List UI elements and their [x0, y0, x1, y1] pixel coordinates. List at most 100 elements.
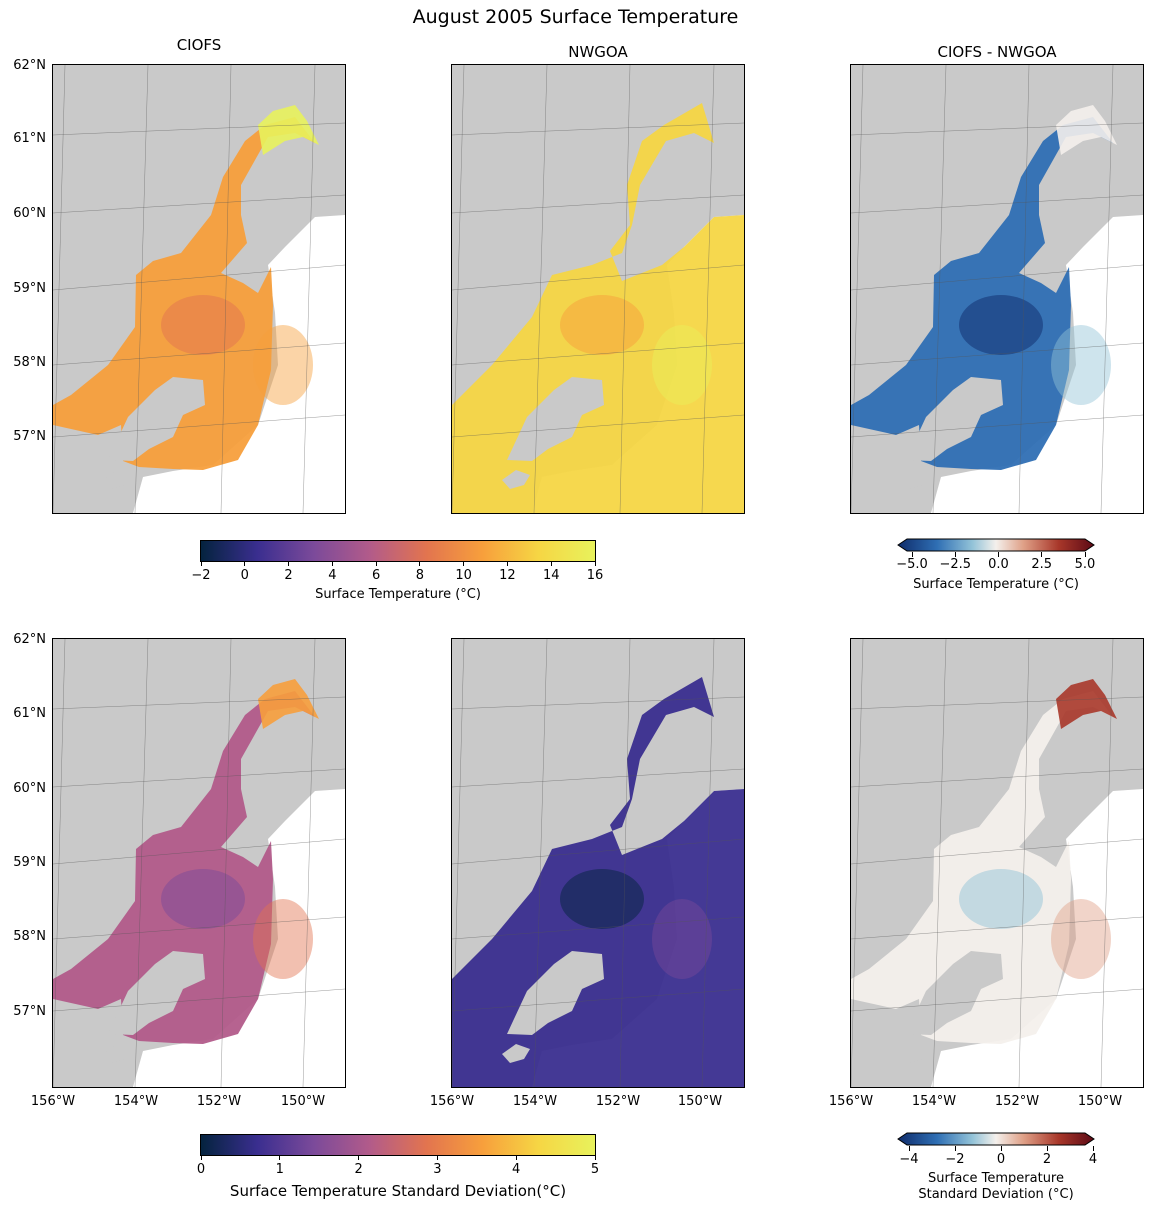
colorbar-tick-label: 3	[433, 1162, 442, 1177]
column-title-nwgoa: NWGOA	[568, 43, 628, 61]
colorbar-tick-mark	[436, 1155, 438, 1160]
colorbar-tick-mark	[419, 561, 421, 566]
graticule-meridian	[134, 639, 149, 1087]
kodiak-island	[108, 377, 205, 461]
graticule-parallel	[53, 264, 345, 291]
colorbar-tick-label: 8	[415, 568, 425, 583]
colorbar-tick-label: 4	[328, 568, 337, 583]
graticule-parallel	[53, 838, 345, 865]
graticule-parallel	[452, 414, 744, 438]
graticule-meridian	[533, 639, 548, 1087]
field-anomaly	[253, 899, 313, 979]
graticule-parallel	[851, 264, 1143, 291]
graticule-parallel	[851, 414, 1143, 438]
colorbar-tick-mark	[288, 561, 290, 566]
graticule-meridian	[302, 639, 316, 1087]
colorbar-tick-mark	[1046, 1146, 1048, 1151]
graticule-meridian	[932, 639, 947, 1087]
colorbar-tick-label: 4	[1088, 1152, 1098, 1167]
upper-inlet-field	[258, 679, 319, 729]
graticule-parallel	[452, 342, 744, 366]
graticule-meridian	[619, 639, 631, 1087]
graticule-meridian	[701, 639, 715, 1087]
lon-label-156-c: 156°W	[828, 1094, 874, 1109]
lon-label-150-b: 150°W	[677, 1094, 723, 1109]
colorbar-tick-mark	[954, 552, 956, 557]
lat-label-59-bottom: 59°N	[13, 855, 46, 870]
graticule-meridian	[1018, 65, 1030, 513]
colorbar-tick-label: 0.0	[988, 557, 1009, 572]
colorbar-tick-label: −2	[945, 1152, 965, 1167]
graticule-parallel	[452, 194, 744, 214]
colorbar-std-diff-label-line2: Standard Deviation (°C)	[918, 1187, 1074, 1202]
model-field	[53, 691, 315, 1044]
graticule-meridian	[851, 65, 864, 513]
colorbar-tick-label: −5.0	[896, 557, 928, 572]
graticule-parallel	[851, 696, 1143, 710]
kodiak-island	[507, 951, 604, 1035]
colorbar-tick-mark	[908, 1146, 910, 1151]
field-anomaly	[959, 869, 1043, 929]
field-anomaly	[161, 869, 245, 929]
small-islands	[901, 1044, 929, 1063]
colorbar-tick-label: 0	[240, 568, 249, 583]
column-title-ciofs: CIOFS	[176, 36, 222, 54]
lon-label-152-c: 152°W	[994, 1094, 1040, 1109]
colorbar-tick-mark	[1092, 1146, 1094, 1151]
lon-label-150-c: 150°W	[1077, 1094, 1123, 1109]
kodiak-island	[906, 377, 1003, 461]
graticule-meridian	[452, 639, 465, 1087]
kodiak-island	[108, 951, 205, 1035]
lat-label-58-bottom: 58°N	[13, 929, 46, 944]
colorbar-tick-mark	[244, 561, 246, 566]
graticule-parallel	[53, 414, 345, 438]
lat-label-60-bottom: 60°N	[13, 781, 46, 796]
graticule-parallel	[452, 916, 744, 940]
graticule-meridian	[220, 65, 232, 513]
field-anomaly	[253, 325, 313, 405]
graticule-meridian	[302, 65, 316, 513]
graticule-meridian	[932, 65, 947, 513]
colorbar-tick-label: 10	[455, 568, 472, 583]
graticule-parallel	[851, 194, 1143, 214]
graticule-meridian	[1100, 639, 1114, 1087]
lon-label-152-b: 152°W	[595, 1094, 641, 1109]
graticule-parallel	[452, 838, 744, 865]
lat-label-61-top: 61°N	[13, 131, 46, 146]
graticule-meridian	[619, 65, 631, 513]
colorbar-tick-label: −4	[899, 1152, 919, 1167]
lat-label-62-bottom: 62°N	[13, 632, 46, 647]
graticule-meridian	[533, 65, 548, 513]
colorbar-tick-mark	[594, 1155, 596, 1160]
graticule-parallel	[452, 696, 744, 710]
lon-label-150-a: 150°W	[280, 1094, 326, 1109]
lon-label-154-a: 154°W	[113, 1094, 159, 1109]
colorbar-tick-label: −2	[191, 568, 211, 583]
lat-label-58-top: 58°N	[13, 355, 46, 370]
upper-inlet-field	[258, 105, 319, 155]
lat-label-57-top: 57°N	[13, 429, 46, 444]
lon-label-152-a: 152°W	[196, 1094, 242, 1109]
graticule-parallel	[53, 194, 345, 214]
graticule-meridian	[851, 639, 864, 1087]
colorbar-tick-label: 2	[354, 1162, 363, 1177]
graticule-parallel	[851, 342, 1143, 366]
graticule-parallel	[53, 916, 345, 940]
colorbar-temperature-label: Surface Temperature (°C)	[315, 587, 481, 602]
graticule-parallel	[452, 264, 744, 291]
lon-label-154-b: 154°W	[512, 1094, 558, 1109]
graticule-meridian	[53, 65, 66, 513]
colorbar-std-label: Surface Temperature Standard Deviation(°…	[229, 1182, 567, 1200]
colorbar-std-diff	[897, 1132, 1095, 1146]
colorbar-tick-mark	[594, 561, 596, 566]
colorbar-tick-mark	[200, 1155, 202, 1160]
colorbar-tick-mark	[1084, 552, 1086, 557]
ocean-area	[133, 789, 345, 1087]
colorbar-temperature-diff	[897, 538, 1095, 552]
graticule-meridian	[134, 65, 149, 513]
colorbar-tick-mark	[911, 552, 913, 557]
map-nwgoa-std	[451, 638, 745, 1088]
upper-inlet-field	[1056, 679, 1117, 729]
graticule-parallel	[53, 988, 345, 1012]
graticule-parallel	[851, 916, 1143, 940]
